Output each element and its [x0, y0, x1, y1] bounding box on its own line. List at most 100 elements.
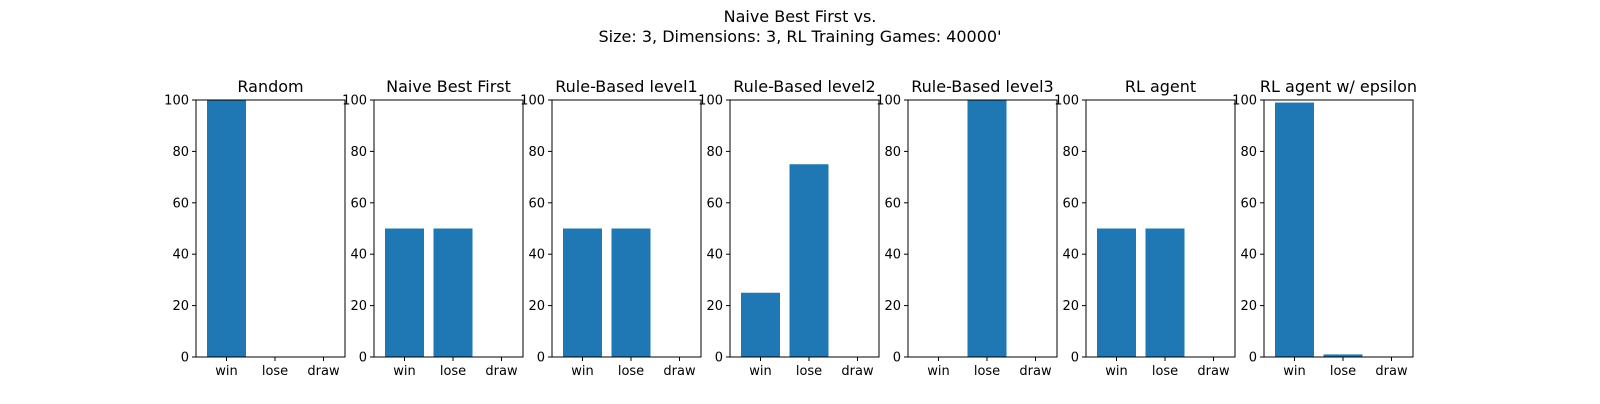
- x-tick-label-win: win: [1105, 364, 1127, 379]
- figure-title-line2: Size: 3, Dimensions: 3, RL Training Game…: [599, 27, 1002, 46]
- y-tick-label: 80: [1240, 145, 1257, 160]
- y-tick-label: 0: [537, 351, 545, 366]
- x-tick-label-draw: draw: [841, 364, 874, 379]
- x-tick-label-draw: draw: [663, 364, 696, 379]
- x-tick-label-draw: draw: [1375, 364, 1408, 379]
- y-tick-label: 40: [706, 248, 723, 263]
- y-tick-label: 100: [698, 94, 723, 109]
- subplot-2: 0 20 40 60 80 100 win lose draw Naive Best First: [342, 77, 524, 379]
- bar-win: [1097, 228, 1136, 357]
- x-tick-label-win: win: [393, 364, 415, 379]
- x-tick-label-lose: lose: [618, 364, 644, 379]
- y-tick-label: 0: [715, 351, 723, 366]
- y-tick-label: 80: [706, 145, 723, 160]
- x-tick-label-win: win: [927, 364, 949, 379]
- y-tick-label: 80: [350, 145, 367, 160]
- axes-frame: [1263, 99, 1414, 358]
- y-tick-label: 60: [172, 196, 189, 211]
- x-tick-label-win: win: [1283, 364, 1305, 379]
- y-tick-label: 60: [1240, 196, 1257, 211]
- bar-win: [563, 228, 602, 357]
- bar-lose: [1323, 354, 1363, 357]
- x-tick-label-draw: draw: [1197, 364, 1230, 379]
- subplot-panels: 0 20 40 60 80 100 win lose draw Random 0 20 40 60 80 10…: [164, 77, 1417, 379]
- bar-lose: [611, 228, 651, 357]
- subplot-title: Rule-Based level3: [911, 77, 1053, 96]
- subplot-title: Rule-Based level1: [555, 77, 697, 96]
- y-tick-label: 80: [884, 145, 901, 160]
- x-tick-label-lose: lose: [1152, 364, 1178, 379]
- y-tick-label: 100: [164, 94, 189, 109]
- y-tick-label: 80: [528, 145, 545, 160]
- axes-frame: [1085, 99, 1236, 358]
- y-tick-label: 40: [350, 248, 367, 263]
- y-tick-label: 0: [893, 351, 901, 366]
- y-tick-label: 0: [1249, 351, 1257, 366]
- axes-frame: [195, 99, 346, 358]
- x-tick-label-draw: draw: [1019, 364, 1052, 379]
- subplot-1: 0 20 40 60 80 100 win lose draw Random: [164, 77, 346, 379]
- y-tick-label: 20: [528, 299, 545, 314]
- bar-lose: [433, 228, 473, 357]
- x-tick-label-win: win: [749, 364, 771, 379]
- subplot-4: 0 20 40 60 80 100 win lose draw Rule-Based level2: [698, 77, 880, 379]
- y-tick-label: 100: [1232, 94, 1257, 109]
- axes-frame: [729, 99, 880, 358]
- y-tick-label: 100: [876, 94, 901, 109]
- subplot-title: RL agent w/ epsilon: [1260, 77, 1417, 96]
- subplot-5: 0 20 40 60 80 100 win lose draw Rule-Based level3: [876, 77, 1058, 379]
- x-tick-label-win: win: [215, 364, 237, 379]
- subplot-title: Random: [237, 77, 303, 96]
- x-tick-label-lose: lose: [974, 364, 1000, 379]
- y-tick-label: 20: [706, 299, 723, 314]
- y-tick-label: 60: [706, 196, 723, 211]
- y-tick-label: 100: [520, 94, 545, 109]
- x-tick-label-draw: draw: [485, 364, 518, 379]
- axes-frame: [551, 99, 702, 358]
- y-tick-label: 20: [172, 299, 189, 314]
- y-tick-label: 20: [1062, 299, 1079, 314]
- y-tick-label: 100: [1054, 94, 1079, 109]
- subplot-7: 0 20 40 60 80 100 win lose draw RL agent w/ epsil…: [1232, 77, 1417, 379]
- x-tick-label-lose: lose: [262, 364, 288, 379]
- y-tick-label: 0: [181, 351, 189, 366]
- x-tick-label-lose: lose: [796, 364, 822, 379]
- y-tick-label: 60: [350, 196, 367, 211]
- subplot-3: 0 20 40 60 80 100 win lose draw Rule-Based level1: [520, 77, 702, 379]
- y-tick-label: 80: [172, 145, 189, 160]
- y-tick-label: 60: [528, 196, 545, 211]
- y-tick-label: 20: [884, 299, 901, 314]
- x-tick-label-lose: lose: [1330, 364, 1356, 379]
- bar-win: [207, 100, 246, 357]
- y-tick-label: 0: [359, 351, 367, 366]
- y-tick-label: 80: [1062, 145, 1079, 160]
- subplot-title: Rule-Based level2: [733, 77, 875, 96]
- bar-lose: [1145, 228, 1185, 357]
- y-tick-label: 40: [884, 248, 901, 263]
- y-tick-label: 40: [172, 248, 189, 263]
- y-tick-label: 0: [1071, 351, 1079, 366]
- axes-frame: [373, 99, 524, 358]
- y-tick-label: 40: [1240, 248, 1257, 263]
- x-tick-label-win: win: [571, 364, 593, 379]
- subplot-title: Naive Best First: [386, 77, 511, 96]
- figure-title-line1: Naive Best First vs.: [724, 7, 877, 26]
- y-tick-label: 20: [350, 299, 367, 314]
- subplot-6: 0 20 40 60 80 100 win lose draw RL agent: [1054, 77, 1236, 379]
- bar-lose: [789, 164, 829, 357]
- axes-frame: [907, 99, 1058, 358]
- y-tick-label: 40: [528, 248, 545, 263]
- bar-win: [385, 228, 424, 357]
- x-tick-label-lose: lose: [440, 364, 466, 379]
- bar-win: [741, 292, 780, 357]
- subplot-title: RL agent: [1125, 77, 1196, 96]
- y-tick-label: 20: [1240, 299, 1257, 314]
- bar-lose: [967, 100, 1007, 357]
- y-tick-label: 40: [1062, 248, 1079, 263]
- y-tick-label: 60: [884, 196, 901, 211]
- y-tick-label: 100: [342, 94, 367, 109]
- y-tick-label: 60: [1062, 196, 1079, 211]
- x-tick-label-draw: draw: [307, 364, 340, 379]
